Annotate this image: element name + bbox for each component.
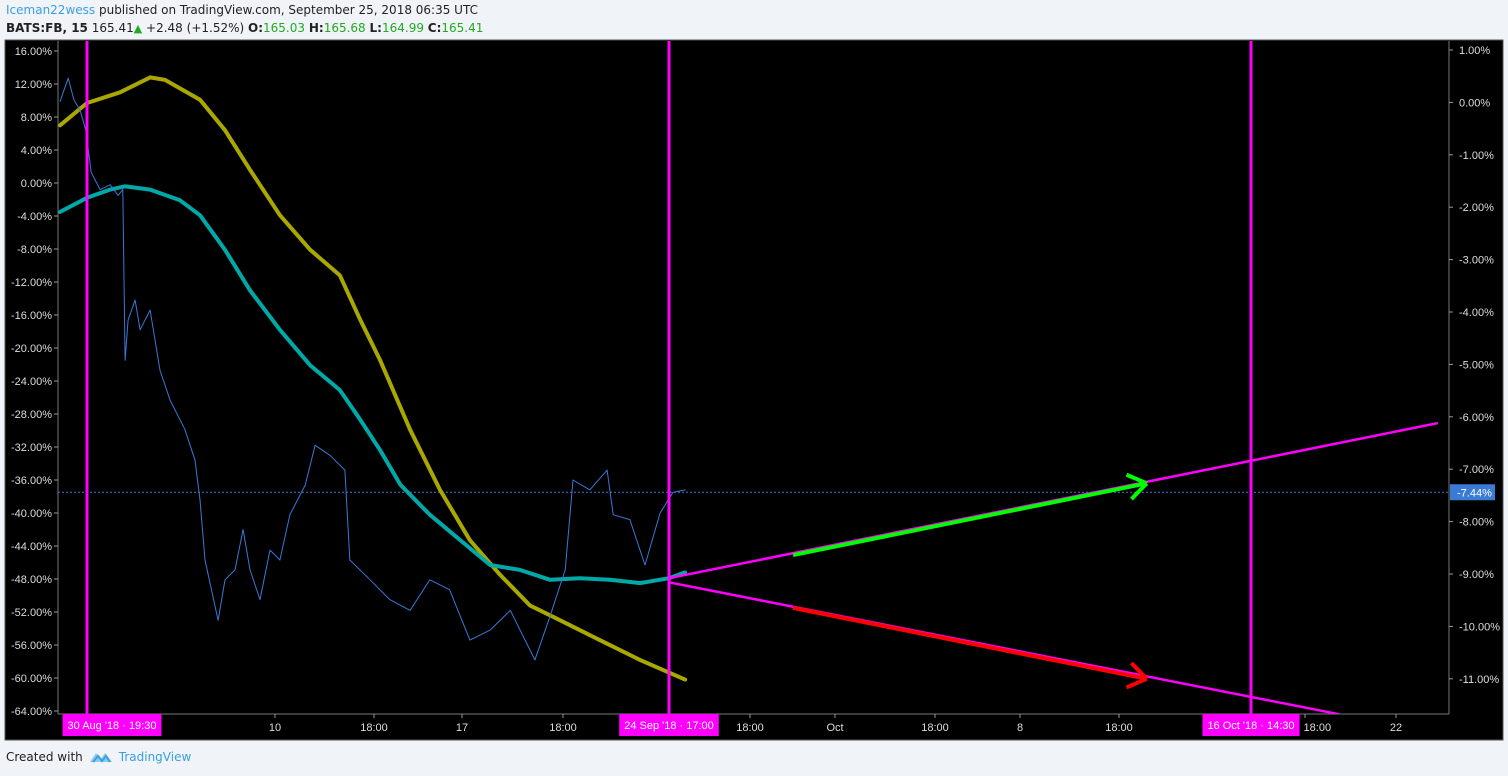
time-axis-label: Oct [826, 722, 843, 734]
left-axis-label: -8.00% [17, 244, 52, 256]
right-axis-label: -8.00% [1459, 517, 1494, 529]
right-axis-label: -9.00% [1459, 569, 1494, 581]
published-text: published on TradingView.com, September … [98, 3, 478, 17]
time-axis-label: 18:00 [1105, 722, 1133, 734]
left-axis-label: -64.00% [11, 706, 52, 718]
price-change: +2.48 (+1.52%) [146, 21, 245, 35]
left-axis-label: -56.00% [11, 640, 52, 652]
left-axis-label: 4.00% [21, 145, 52, 157]
low-value: 164.99 [381, 21, 424, 35]
high-label: H: [308, 21, 324, 35]
right-axis-label: 0.00% [1459, 97, 1490, 109]
time-axis-label: 18:00 [736, 722, 764, 734]
vertical-marker-label: 30 Aug '18 · 19:30 [68, 720, 157, 732]
close-value: 165.41 [441, 21, 484, 35]
close-label: C: [427, 21, 442, 35]
vertical-marker-label: 24 Sep '18 · 17:00 [624, 720, 714, 732]
chart-background [4, 39, 1504, 741]
open-value: 165.03 [263, 21, 306, 35]
open-label: O: [248, 21, 264, 35]
right-axis-label: -5.00% [1459, 359, 1494, 371]
left-axis-label: -4.00% [17, 211, 52, 223]
tradingview-link[interactable]: TradingView [118, 750, 192, 764]
last-value-label: -7.44% [1457, 487, 1492, 499]
arrow-head [1130, 481, 1149, 501]
right-axis-label: 1.00% [1459, 45, 1490, 57]
time-axis-label: 10 [269, 722, 281, 734]
arrow-head [1125, 676, 1148, 690]
ma-fast-series-line [58, 184, 688, 586]
vertical-marker-badge [1202, 714, 1300, 736]
vertical-marker-label: 16 Oct '18 · 14:30 [1207, 720, 1294, 732]
time-axis-label: 8 [1017, 722, 1023, 734]
last-price: 165.41 [91, 21, 134, 35]
left-axis-label: -44.00% [11, 541, 52, 553]
publish-info: Iceman22wess published on TradingView.co… [6, 3, 478, 18]
left-axis-label: 0.00% [21, 178, 52, 190]
left-axis-label: 8.00% [21, 112, 52, 124]
high-value: 165.68 [323, 21, 366, 35]
ma-slow-series-line [58, 75, 688, 682]
right-axis-label: -10.00% [1459, 621, 1500, 633]
right-axis-label: -2.00% [1459, 202, 1494, 214]
left-axis-label: 16.00% [15, 46, 53, 58]
footer: Created with TradingView [6, 750, 191, 764]
left-axis-label: -16.00% [11, 310, 52, 322]
vertical-marker-badge [62, 714, 162, 736]
left-axis-label: -48.00% [11, 574, 52, 586]
left-axis-label: -40.00% [11, 508, 52, 520]
time-axis-label: 22 [1390, 722, 1402, 734]
right-axis-label: -7.00% [1459, 464, 1494, 476]
time-axis-label: 18:00 [1304, 722, 1332, 734]
right-axis-label: -11.00% [1459, 674, 1499, 686]
price-series-line [59, 77, 686, 661]
arrow-head [1129, 661, 1149, 681]
low-label: L: [369, 21, 382, 35]
right-axis-label: -3.00% [1459, 255, 1494, 267]
time-axis-label: 18:00 [549, 722, 577, 734]
left-axis-label: -28.00% [11, 409, 52, 421]
symbol: BATS:FB, 15 [6, 21, 88, 35]
left-axis-label: -32.00% [11, 442, 52, 454]
left-axis-label: -24.00% [11, 376, 52, 388]
right-axis-label: -4.00% [1459, 307, 1494, 319]
created-with-text: Created with [6, 750, 83, 764]
time-axis-label: 18:00 [360, 722, 388, 734]
plot-area [58, 41, 1449, 714]
tradingview-logo-icon [89, 753, 112, 763]
vertical-marker-badge [619, 714, 719, 736]
left-axis-label: -12.00% [11, 277, 52, 289]
arrow-head [1125, 472, 1148, 486]
right-axis-label: -1.00% [1459, 150, 1494, 162]
left-axis-label: 12.00% [15, 79, 53, 91]
right-axis-label: -6.00% [1459, 412, 1494, 424]
symbol-legend: BATS:FB, 15 165.41▲ +2.48 (+1.52%) O:165… [6, 21, 483, 36]
author-link[interactable]: Iceman22wess [6, 3, 96, 17]
up-arrow [792, 481, 1148, 558]
left-axis-label: -36.00% [11, 475, 52, 487]
left-axis-label: -60.00% [11, 673, 52, 685]
down-arrow [792, 605, 1148, 681]
time-axis-label: 18:00 [921, 722, 949, 734]
time-axis-label: 17 [456, 722, 468, 734]
left-axis-label: -20.00% [11, 343, 52, 355]
triangle-up-icon: ▲ [133, 22, 143, 35]
left-axis-label: -52.00% [11, 607, 52, 619]
last-value-badge [1450, 484, 1495, 501]
